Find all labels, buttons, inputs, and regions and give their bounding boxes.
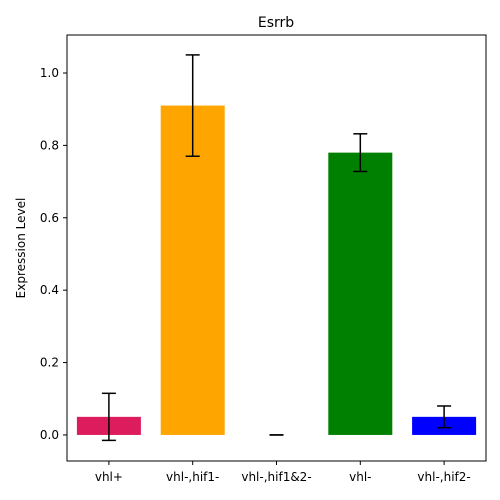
y-tick-label-5: 1.0 [40,66,59,80]
y-axis: 0.0 0.2 0.4 0.6 0.8 1.0 [40,66,67,442]
bars-group [76,105,477,435]
y-tick-label-1: 0.2 [40,356,59,370]
bar-1 [160,105,225,435]
error-bar-1 [185,54,200,157]
plot-frame [66,34,487,462]
chart-title: Esrrb [258,15,294,31]
error-bar-0 [101,392,116,442]
x-axis: vhl+ vhl-,hif1- vhl-,hif1&2- vhl-vhl-,hif2- [95,461,471,484]
error-bar-3 [353,133,368,173]
y-tick-label-0: 0.0 [40,428,59,442]
y-axis-label: Expression Level [14,198,28,299]
x-tick-label-2: vhl-,hif1&2- [241,470,311,484]
y-tick-label-4: 0.8 [40,138,59,152]
y-tick-label-3: 0.6 [40,211,59,225]
x-tick-label-1: vhl-,hif1- [166,470,219,484]
x-tick-label-3: vhl- [349,470,371,484]
x-tick-label-0: vhl+ [95,470,123,484]
error-bars-group [101,54,452,442]
y-tick-label-2: 0.4 [40,283,59,297]
error-bar-4 [437,405,452,429]
x-tick-label-4: vhl-,hif2- [417,470,470,484]
bar-3 [328,152,393,435]
